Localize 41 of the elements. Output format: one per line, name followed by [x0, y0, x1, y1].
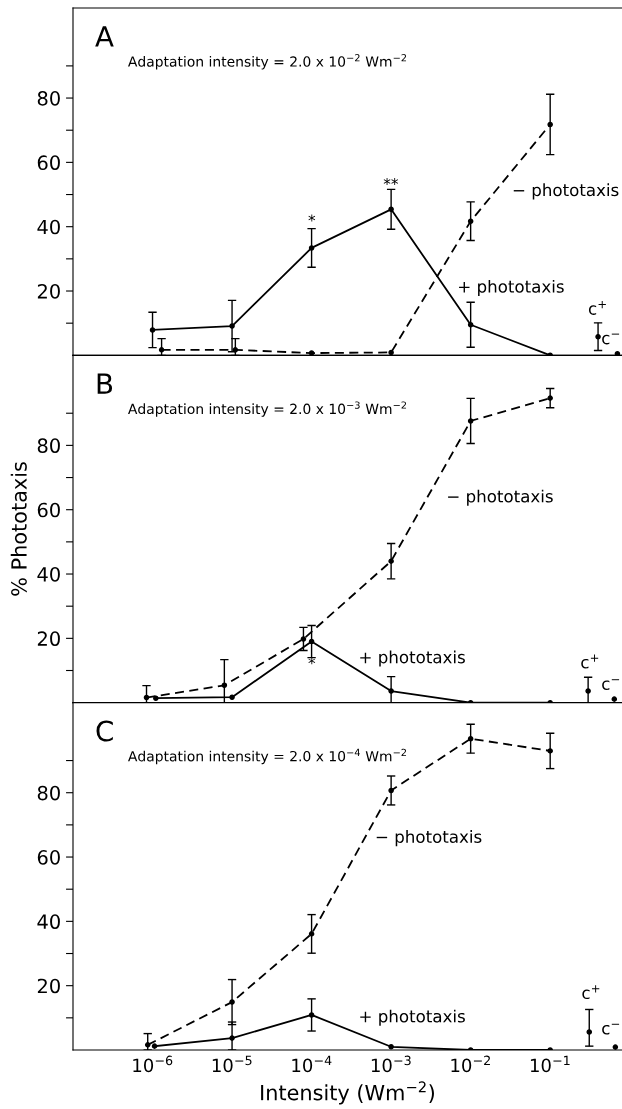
text: A: [95, 26, 114, 47]
y-tick-label: 40: [37, 566, 60, 582]
annotation: − phototaxis: [376, 830, 482, 847]
annotation: + phototaxis: [459, 279, 564, 297]
text: Adaptation intensity = 2.0 x 10$^{−4}$ Wm$^{−2}$: [128, 748, 407, 765]
x-tick-label: 10$^{−4}$: [292, 1055, 332, 1073]
x-tick-label: 10$^{−6}$: [133, 1055, 173, 1073]
y-tick-label: 60: [37, 502, 60, 518]
x-tick-label: 10$^{−2}$: [451, 1055, 490, 1073]
annotation: **: [383, 178, 399, 185]
x-tick-label: 10$^{−3}$: [371, 1055, 411, 1073]
annotation: c$^{−}$: [602, 679, 620, 690]
annotation: *: [308, 214, 316, 222]
annotation: − phototaxis: [513, 183, 619, 200]
annotation: c$^{−}$: [602, 333, 620, 345]
y-axis-title: % Phototaxis: [10, 462, 27, 596]
annotation: + phototaxis: [360, 650, 465, 667]
y-tick-label: 40: [37, 914, 60, 930]
annotation: *: [308, 657, 316, 665]
y-tick-label: 80: [37, 438, 60, 454]
annotation: + phototaxis: [360, 1009, 465, 1026]
y-tick-label: 20: [37, 283, 60, 299]
x-tick-label: 10$^{−1}$: [530, 1055, 570, 1073]
y-tick-label: 20: [37, 631, 60, 647]
annotation: c$^{+}$: [582, 985, 600, 1000]
y-tick-label: 80: [37, 785, 60, 801]
text: C: [96, 720, 113, 742]
y-tick-label: 20: [37, 978, 60, 994]
text: B: [97, 373, 113, 394]
x-tick-label: 10$^{−5}$: [212, 1055, 252, 1073]
y-tick-label: 40: [37, 219, 60, 235]
annotation: − phototaxis: [448, 489, 553, 506]
annotation: c$^{+}$: [588, 300, 606, 315]
y-tick-label: 60: [37, 849, 60, 865]
text: Adaptation intensity = 2.0 x 10$^{−2}$ Wm$^{−2}$: [128, 54, 407, 70]
text: Adaptation intensity = 2.0 x 10$^{−3}$ Wm$^{−2}$: [128, 401, 407, 417]
y-tick-label: 80: [37, 91, 60, 106]
x-axis-title: Intensity (Wm$^{−2}$): [261, 1081, 434, 1105]
annotation: c$^{−}$: [602, 1023, 620, 1035]
y-tick-label: 60: [37, 155, 60, 171]
annotation: c$^{+}$: [581, 654, 599, 669]
